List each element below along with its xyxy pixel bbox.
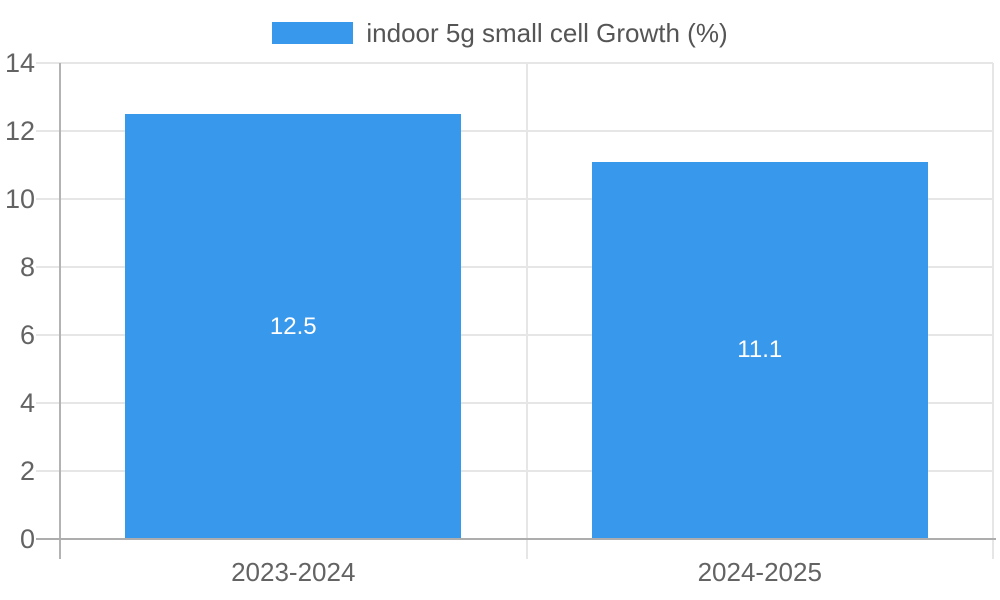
legend-label: indoor 5g small cell Growth (%)	[366, 17, 728, 48]
y-tick-label: 8	[19, 252, 35, 282]
y-tick-label: 14	[4, 48, 35, 78]
bar	[591, 161, 928, 538]
x-tick-label: 2023-2024	[231, 557, 356, 587]
category-gridline	[992, 63, 994, 559]
y-tick	[36, 334, 60, 336]
y-tick	[36, 62, 60, 64]
x-axis-baseline	[36, 538, 996, 540]
y-tick-label: 6	[19, 320, 35, 350]
y-tick	[36, 198, 60, 200]
category-gridline	[525, 63, 528, 559]
y-tick	[36, 266, 60, 268]
y-tick-label: 10	[4, 184, 35, 214]
y-tick-label: 0	[19, 524, 35, 554]
y-tick-label: 2	[19, 456, 35, 486]
y-tick-label: 12	[4, 116, 35, 146]
y-tick	[36, 470, 60, 472]
x-tick-label: 2024-2025	[697, 557, 822, 587]
y-axis-line	[59, 63, 61, 559]
bar-value-label: 12.5	[269, 312, 317, 340]
y-tick-label: 4	[19, 388, 35, 418]
y-tick	[36, 402, 60, 404]
y-tick	[36, 130, 60, 132]
bar	[125, 114, 462, 538]
bar-value-label: 11.1	[737, 336, 783, 364]
legend: indoor 5g small cell Growth (%)	[0, 16, 1000, 50]
legend-swatch	[272, 22, 354, 44]
